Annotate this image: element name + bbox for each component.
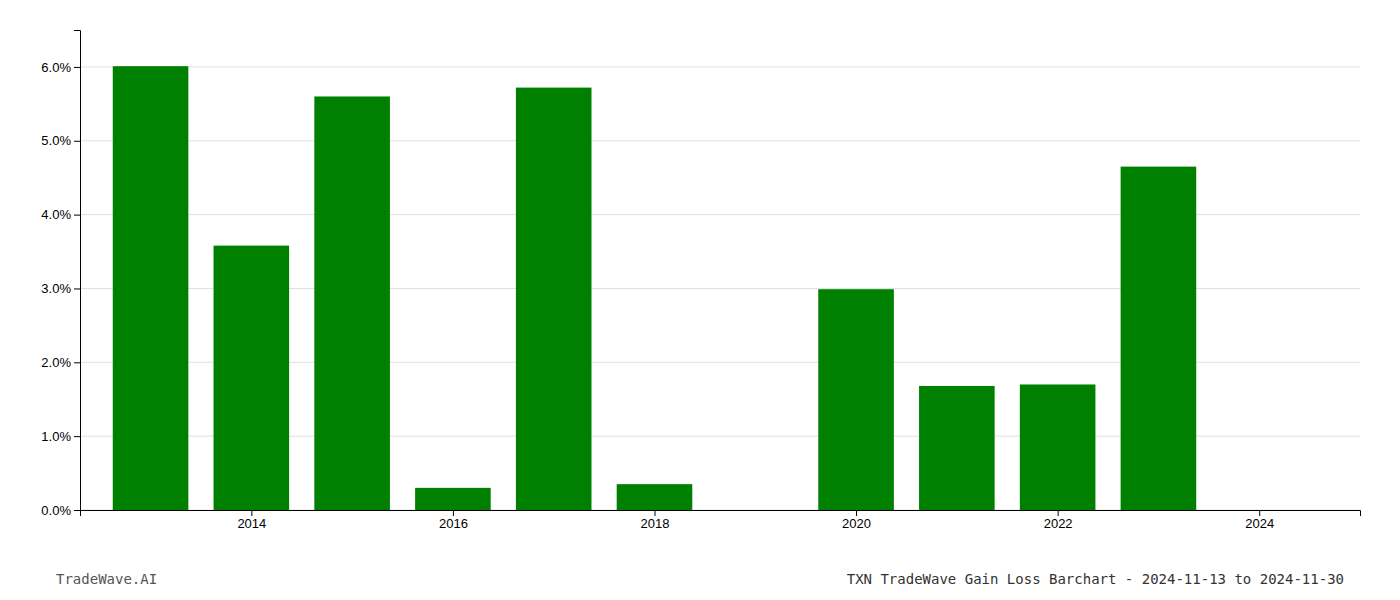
x-tick-label: 2018	[641, 516, 670, 531]
bar	[818, 289, 894, 510]
bar	[1121, 167, 1197, 510]
y-tick: 0.0%	[41, 503, 80, 518]
y-tick: 3.0%	[41, 281, 80, 296]
y-tick-label: 6.0%	[41, 60, 71, 75]
y-tick-mark	[74, 436, 80, 437]
x-axis-line	[81, 511, 1361, 517]
plot-area: 0.0% 1.0% 2.0% 3.0% 4.0% 5.0% 6.0% 2014 2016 2018…	[41, 31, 1360, 532]
y-tick: 2.0%	[41, 355, 80, 370]
y-axis-line	[74, 31, 81, 511]
y-tick: 1.0%	[41, 429, 80, 444]
y-tick-label: 2.0%	[41, 355, 71, 370]
x-tick-mark	[856, 510, 857, 516]
bar	[717, 510, 793, 511]
y-tick-label: 4.0%	[41, 207, 71, 222]
y-tick: 6.0%	[41, 60, 80, 75]
bars	[113, 66, 1196, 510]
y-tick-mark	[74, 67, 80, 68]
y-tick-mark	[74, 141, 80, 142]
y-tick-label: 3.0%	[41, 281, 71, 296]
x-tick-mark	[1058, 510, 1059, 516]
bar	[919, 386, 995, 510]
x-tick: 2020	[842, 510, 871, 531]
y-tick-label: 1.0%	[41, 429, 71, 444]
y-tick-label: 0.0%	[41, 503, 71, 518]
x-tick-label: 2016	[439, 516, 468, 531]
y-axis: 0.0% 1.0% 2.0% 3.0% 4.0% 5.0% 6.0%	[41, 31, 80, 518]
bar	[1221, 510, 1297, 511]
x-tick-label: 2022	[1044, 516, 1073, 531]
y-tick-mark	[74, 362, 80, 363]
x-axis: 2014 2016 2018 2020 2022 2024	[81, 510, 1361, 531]
x-tick-mark	[453, 510, 454, 516]
x-tick: 2024	[1245, 510, 1274, 531]
x-tick: 2014	[237, 510, 266, 531]
x-tick-label: 2020	[842, 516, 871, 531]
bar	[113, 66, 189, 510]
bar	[214, 246, 290, 510]
y-tick-label: 5.0%	[41, 133, 71, 148]
grid-line	[80, 140, 1360, 141]
x-tick-mark	[251, 510, 252, 516]
bar	[314, 96, 390, 510]
y-tick-mark	[74, 288, 80, 289]
x-tick-label: 2024	[1245, 516, 1274, 531]
title: TXN TradeWave Gain Loss Barchart - 2024-…	[847, 571, 1344, 587]
y-tick: 5.0%	[41, 133, 80, 148]
x-tick: 2018	[641, 510, 670, 531]
y-tick: 4.0%	[41, 207, 80, 222]
watermark: TradeWave.AI	[56, 571, 157, 587]
x-tick: 2022	[1044, 510, 1073, 531]
x-tick-mark	[1259, 510, 1260, 516]
x-tick: 2016	[439, 510, 468, 531]
x-tick-mark	[654, 510, 655, 516]
grid-line	[80, 66, 1360, 67]
bar	[617, 484, 693, 510]
bar	[1020, 384, 1096, 510]
y-tick-mark	[74, 215, 80, 216]
bar	[516, 88, 592, 510]
grid	[80, 67, 1360, 510]
y-tick-mark	[74, 510, 80, 511]
chart: 0.0% 1.0% 2.0% 3.0% 4.0% 5.0% 6.0% 2014 2016 2018…	[0, 0, 1400, 600]
x-tick-label: 2014	[237, 516, 266, 531]
bar	[415, 488, 491, 510]
